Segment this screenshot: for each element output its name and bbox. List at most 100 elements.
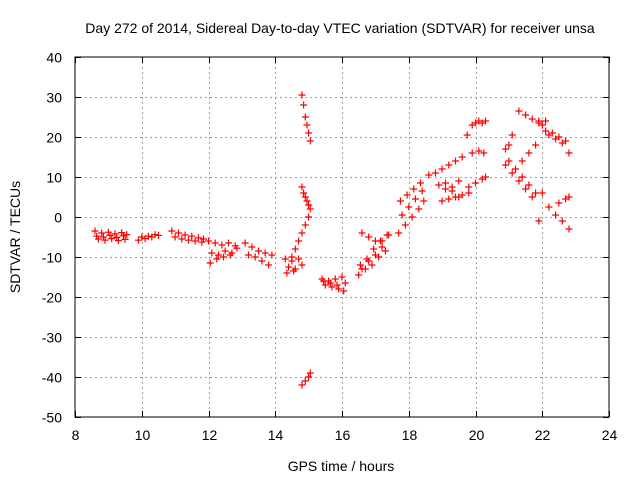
data-point xyxy=(545,131,553,139)
data-point xyxy=(555,199,563,207)
data-point xyxy=(532,189,540,197)
data-point xyxy=(225,239,232,247)
data-point xyxy=(303,197,311,205)
data-point xyxy=(515,107,523,115)
data-point xyxy=(505,141,513,149)
data-point xyxy=(340,287,348,295)
x-tick-label: 24 xyxy=(602,427,618,443)
data-point xyxy=(200,235,207,243)
data-point xyxy=(358,265,366,273)
data-point xyxy=(328,283,336,291)
series-segment-20 xyxy=(515,107,543,165)
data-point xyxy=(515,177,523,185)
data-point xyxy=(306,137,314,145)
data-point xyxy=(535,117,543,125)
data-point xyxy=(261,249,269,257)
x-tick-label: 18 xyxy=(402,427,418,443)
data-point xyxy=(355,271,363,279)
series-segment-22 xyxy=(542,127,573,157)
data-point xyxy=(335,285,343,293)
data-point xyxy=(258,257,266,265)
data-point xyxy=(442,179,449,187)
y-tick-label: -10 xyxy=(42,250,62,266)
data-point xyxy=(435,181,443,189)
data-point xyxy=(465,189,473,197)
data-point xyxy=(283,269,291,277)
data-point xyxy=(452,157,459,165)
data-point xyxy=(208,249,216,257)
data-point xyxy=(535,217,543,225)
data-point xyxy=(303,121,311,129)
data-point xyxy=(114,237,122,245)
data-point xyxy=(218,241,226,249)
y-axis-label: SDTVAR / TECUs xyxy=(7,181,23,293)
data-point xyxy=(398,211,406,219)
data-point xyxy=(378,237,386,245)
data-point xyxy=(558,217,566,225)
data-point xyxy=(306,205,314,213)
data-point xyxy=(542,127,550,135)
data-point xyxy=(138,233,146,241)
series-segment-13 xyxy=(358,229,393,245)
data-point xyxy=(305,201,313,209)
data-point xyxy=(425,171,433,179)
data-point xyxy=(191,237,199,245)
data-point xyxy=(333,281,341,289)
data-marks xyxy=(91,91,573,389)
data-point xyxy=(168,227,176,235)
data-point xyxy=(195,234,202,242)
x-tick-label: 14 xyxy=(268,427,284,443)
data-point xyxy=(288,253,296,261)
x-tick-label: 20 xyxy=(469,427,485,443)
data-point xyxy=(463,131,471,139)
data-point xyxy=(395,229,403,237)
data-point xyxy=(565,149,573,157)
data-point xyxy=(144,232,152,240)
data-point xyxy=(213,255,221,263)
data-point xyxy=(403,191,411,199)
chart-title: Day 272 of 2014, Sidereal Day-to-day VTE… xyxy=(85,20,595,36)
data-point xyxy=(300,101,308,109)
data-point xyxy=(365,233,373,241)
data-point xyxy=(482,173,489,181)
data-point xyxy=(268,251,276,259)
data-point xyxy=(438,165,446,173)
data-point xyxy=(104,228,112,236)
data-point xyxy=(505,157,513,165)
data-point xyxy=(418,187,426,195)
data-point xyxy=(101,236,109,244)
data-point xyxy=(185,236,192,244)
data-point xyxy=(301,193,309,201)
data-point xyxy=(134,236,142,244)
data-point xyxy=(326,279,334,287)
data-point xyxy=(522,111,530,119)
data-point xyxy=(445,161,453,169)
data-point xyxy=(301,221,309,229)
x-tick-label: 22 xyxy=(535,427,551,443)
series-segment-17 xyxy=(465,147,489,191)
data-point xyxy=(106,231,114,239)
data-point xyxy=(432,169,439,177)
data-point xyxy=(411,195,419,203)
y-tick-label: 10 xyxy=(46,170,62,186)
data-point xyxy=(221,247,229,255)
data-point xyxy=(215,251,222,259)
data-point xyxy=(528,193,536,201)
axis-layer: 8 10 12 14 16 18 20 22 24 40 30 20 10 0 -10 -20 -30 -40 -5… xyxy=(42,50,618,444)
data-point xyxy=(118,229,126,237)
data-point xyxy=(98,229,106,237)
data-point xyxy=(370,245,378,253)
data-point xyxy=(206,259,214,267)
data-point xyxy=(565,225,573,233)
data-point xyxy=(295,255,303,263)
data-point xyxy=(265,261,273,269)
x-tick-label: 8 xyxy=(72,427,80,443)
data-point xyxy=(198,238,206,246)
data-point xyxy=(482,117,489,125)
data-point xyxy=(301,113,309,121)
y-tick-label: -20 xyxy=(42,290,62,306)
series-segment-04 xyxy=(205,237,241,267)
data-point xyxy=(171,233,179,241)
data-point xyxy=(298,229,306,237)
series-segment-24 xyxy=(502,131,516,153)
